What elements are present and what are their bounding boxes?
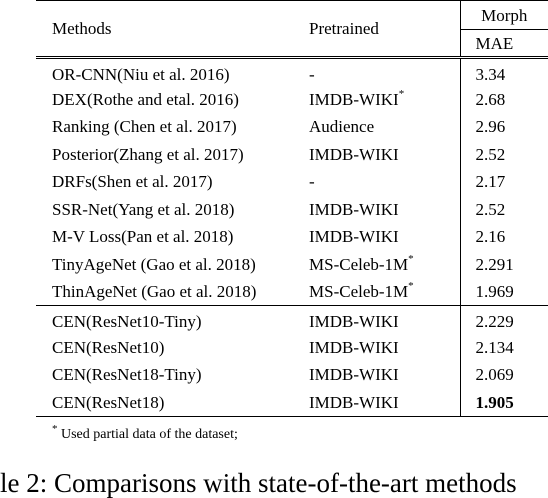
cell-method: CEN(ResNet18): [36, 388, 303, 417]
cell-mae: 2.17: [459, 168, 548, 196]
cell-pretrained: IMDB-WIKI: [303, 223, 460, 251]
header-metric-mae: MAE: [459, 29, 548, 58]
cell-mae: 2.52: [459, 195, 548, 223]
table-row: TinyAgeNet (Gao et al. 2018) MS-Celeb-1M*…: [36, 250, 548, 279]
cell-pretrained: MS-Celeb-1M*: [303, 251, 460, 279]
cell-method: Posterior(Zhang et al. 2017): [52, 144, 244, 164]
table-row: CEN(ResNet10) IMDB-WIKI 2.134: [36, 333, 548, 362]
cell-pretrained-text: IMDB-WIKI: [309, 199, 399, 219]
footnote-mark: *: [398, 87, 405, 100]
cell-pretrained: IMDB-WIKI: [303, 196, 460, 224]
cell-method: CEN(ResNet18-Tiny): [52, 365, 202, 385]
cell-pretrained: -: [303, 168, 460, 196]
cell-pretrained: -: [303, 56, 460, 86]
header-pretrained: Pretrained: [303, 0, 460, 58]
cell-pretrained-text: IMDB-WIKI: [309, 337, 399, 357]
cell-pretrained: Audience: [303, 113, 460, 141]
cell-method: SSR-Net(Yang et al. 2018): [52, 199, 235, 219]
cell-pretrained-text: IMDB-WIKI: [309, 392, 399, 412]
table-row: Ranking (Chen et al. 2017) Audience 2.96: [36, 113, 548, 141]
cell-pretrained-text: -: [309, 64, 315, 84]
cell-method: OR-CNN(Niu et al. 2016): [36, 56, 303, 86]
table-row: CEN(ResNet18-Tiny) IMDB-WIKI 2.069: [36, 361, 548, 389]
table-row: DRFs(Shen et al. 2017) - 2.17: [36, 168, 548, 196]
header-row-1: Methods Pretrained Morph: [36, 0, 548, 58]
header-dataset-morph: Morph: [459, 0, 548, 30]
cell-pretrained: IMDB-WIKI: [303, 361, 460, 389]
table-footnote: * Used partial data of the dataset;: [52, 424, 238, 443]
cell-pretrained: MS-Celeb-1M*: [303, 278, 460, 306]
cell-method: TinyAgeNet (Gao et al. 2018): [52, 254, 256, 274]
footnote-text: Used partial data of the dataset;: [61, 427, 238, 442]
cell-method: Ranking (Chen et al. 2017): [52, 117, 237, 137]
cell-method: CEN(ResNet10): [52, 337, 165, 357]
footnote-mark: *: [408, 280, 414, 292]
cell-method: DEX(Rothe and etal. 2016): [52, 89, 239, 109]
cell-pretrained: IMDB-WIKI: [303, 334, 460, 362]
table-row: SSR-Net(Yang et al. 2018) IMDB-WIKI 2.52: [36, 195, 548, 224]
table-body-cen: CEN(ResNet10-Tiny) IMDB-WIKI 2.229 CEN(ResN…: [36, 305, 548, 417]
cell-pretrained-text: IMDB-WIKI: [309, 365, 399, 385]
cell-pretrained: IMDB-WIKI: [303, 305, 460, 334]
cell-mae: 2.68: [459, 85, 548, 113]
cell-method: ThinAgeNet (Gao et al. 2018): [52, 282, 257, 301]
cell-pretrained-text: MS-Celeb-1M: [309, 254, 409, 274]
table-row: Posterior(Zhang et al. 2017) IMDB-WIKI 2.5…: [36, 140, 548, 169]
cell-mae: 2.96: [459, 113, 548, 141]
cell-pretrained-text: IMDB-WIKI: [309, 144, 399, 164]
cell-mae: 2.069: [459, 361, 548, 389]
table-caption: le 2: Comparisons with state-of-the-art …: [0, 468, 517, 498]
cell-pretrained-text: MS-Celeb-1M: [309, 282, 409, 301]
cell-pretrained-text: -: [309, 172, 315, 192]
cell-pretrained: IMDB-WIKI: [303, 141, 460, 169]
table-row: OR-CNN(Niu et al. 2016) - 3.34: [36, 56, 548, 86]
footnote-mark: *: [408, 252, 414, 265]
cell-mae: 3.34: [459, 56, 548, 86]
footnote-mark: *: [52, 423, 58, 435]
cell-pretrained-text: IMDB-WIKI: [309, 227, 399, 247]
cell-method: DRFs(Shen et al. 2017): [52, 172, 213, 192]
cell-mae: 2.229: [459, 305, 548, 334]
header-methods: Methods: [36, 0, 303, 58]
results-table: Methods Pretrained Morph MAE OR-CNN(Niu …: [36, 0, 548, 417]
cell-mae: 2.16: [459, 223, 548, 251]
cell-pretrained-text: Audience: [309, 117, 375, 137]
table-row: ThinAgeNet (Gao et al. 2018) MS-Celeb-1M*…: [36, 278, 548, 306]
cell-pretrained: IMDB-WIKI: [303, 388, 460, 417]
cell-method: M-V Loss(Pan et al. 2018): [52, 227, 234, 247]
table-row: CEN(ResNet10-Tiny) IMDB-WIKI 2.229: [36, 305, 548, 334]
cell-mae: 1.969: [459, 278, 548, 306]
header-row-2: MAE: [36, 29, 548, 58]
cell-method: CEN(ResNet10-Tiny): [36, 305, 303, 334]
table-body-baselines: OR-CNN(Niu et al. 2016) -3.34 DEX(Rothe an…: [36, 56, 548, 306]
cell-pretrained-text: IMDB-WIKI: [309, 89, 399, 109]
cell-pretrained-text: IMDB-WIKI: [309, 312, 399, 332]
table-row: M-V Loss(Pan et al. 2018) IMDB-WIKI 2.16: [36, 223, 548, 251]
table-row: CEN(ResNet18) IMDB-WIKI 1.905: [36, 388, 548, 417]
table-row: DEX(Rothe and etal. 2016) IMDB-WIKI* 2.68: [36, 85, 548, 114]
cell-mae-best: 1.905: [459, 388, 548, 417]
table-header: Methods Pretrained Morph MAE: [36, 0, 548, 58]
cell-mae: 2.291: [459, 250, 548, 278]
cell-mae: 2.134: [459, 333, 548, 361]
cell-pretrained: IMDB-WIKI*: [303, 86, 460, 114]
cell-mae: 2.52: [459, 140, 548, 168]
results-table-container: Methods Pretrained Morph MAE OR-CNN(Niu …: [36, 0, 548, 417]
